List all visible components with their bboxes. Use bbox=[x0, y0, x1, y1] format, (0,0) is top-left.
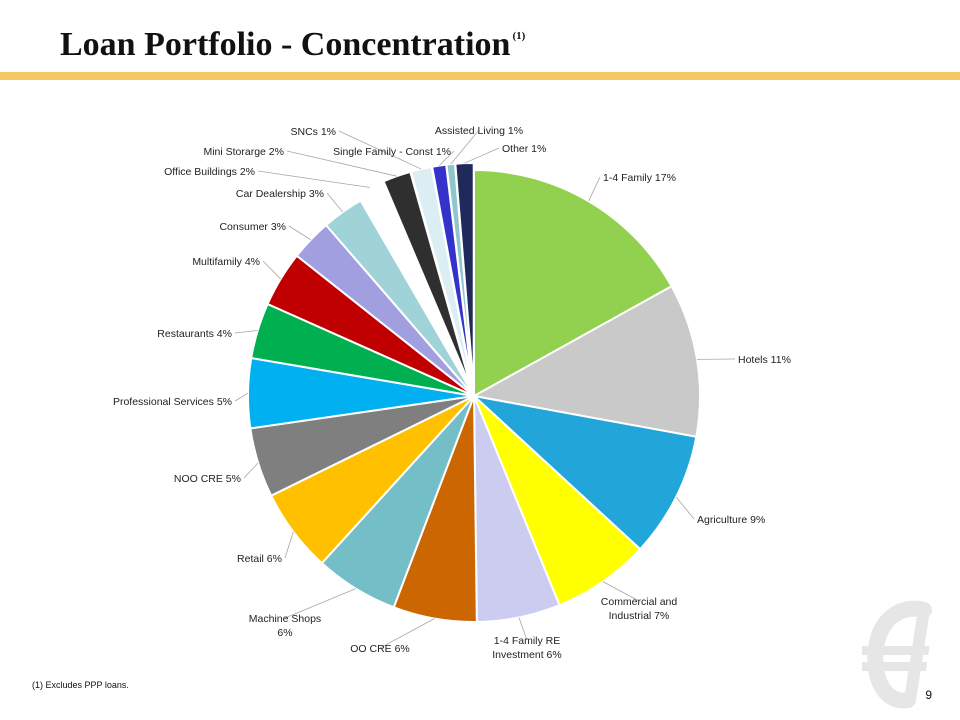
leader-line bbox=[588, 176, 601, 202]
slice-label: Restaurants 4% bbox=[157, 328, 232, 340]
slice-label: Consumer 3% bbox=[219, 221, 286, 233]
leader-line bbox=[450, 129, 480, 165]
leader-line bbox=[234, 330, 258, 334]
leader-line bbox=[286, 150, 397, 177]
leader-line bbox=[602, 581, 640, 602]
slice-label: Assisted Living 1% bbox=[435, 125, 523, 137]
slice-label: SNCs 1% bbox=[290, 126, 336, 138]
pie-slice bbox=[470, 394, 698, 551]
leader-line bbox=[675, 496, 695, 520]
slice-label: Commercial and Industrial 7% bbox=[601, 596, 678, 622]
slice-label: Agriculture 9% bbox=[697, 514, 765, 526]
currency-logo-icon bbox=[862, 600, 932, 709]
pie-slice bbox=[473, 168, 673, 398]
page-title-text: Loan Portfolio - Concentration bbox=[60, 26, 511, 63]
leader-line bbox=[284, 531, 294, 559]
page-title: Loan Portfolio - Concentration (1) bbox=[60, 26, 525, 64]
leader-line bbox=[379, 618, 435, 649]
slice-label: OO CRE 6% bbox=[350, 643, 410, 655]
slice-label: Hotels 11% bbox=[738, 354, 791, 366]
slice-label: Machine Shops 6% bbox=[249, 613, 321, 639]
slice-label: Single Family - Const 1% bbox=[333, 146, 451, 158]
slice-label: 1-4 Family RE Investment 6% bbox=[492, 635, 561, 661]
leader-line bbox=[326, 192, 344, 213]
slice-label: Office Buildings 2% bbox=[164, 166, 255, 178]
slice-label: 1-4 Family 17% bbox=[603, 172, 676, 184]
leader-line bbox=[464, 147, 500, 164]
slice-label: Other 1% bbox=[502, 143, 546, 155]
leader-line bbox=[288, 225, 311, 241]
leader-line bbox=[338, 130, 422, 170]
pie-slice bbox=[471, 284, 701, 438]
slice-label: Professional Services 5% bbox=[113, 396, 232, 408]
title-divider bbox=[0, 72, 960, 80]
slice-label: Retail 6% bbox=[237, 553, 282, 565]
slice-label: Mini Storarge 2% bbox=[203, 146, 284, 158]
leader-line bbox=[243, 462, 259, 479]
leader-line bbox=[284, 588, 356, 619]
title-footnote-marker: (1) bbox=[512, 30, 526, 42]
slice-label: Multifamily 4% bbox=[192, 256, 260, 268]
page-number: 9 bbox=[925, 688, 932, 702]
leader-line bbox=[518, 617, 528, 641]
leader-line bbox=[262, 260, 281, 280]
leader-line bbox=[257, 170, 370, 188]
slice-label: NOO CRE 5% bbox=[174, 473, 241, 485]
footnote: (1) Excludes PPP loans. bbox=[32, 680, 129, 690]
leader-line bbox=[438, 150, 455, 166]
pie-slice bbox=[454, 162, 475, 390]
leader-line bbox=[234, 392, 249, 402]
slice-label: Car Dealership 3% bbox=[236, 188, 324, 200]
